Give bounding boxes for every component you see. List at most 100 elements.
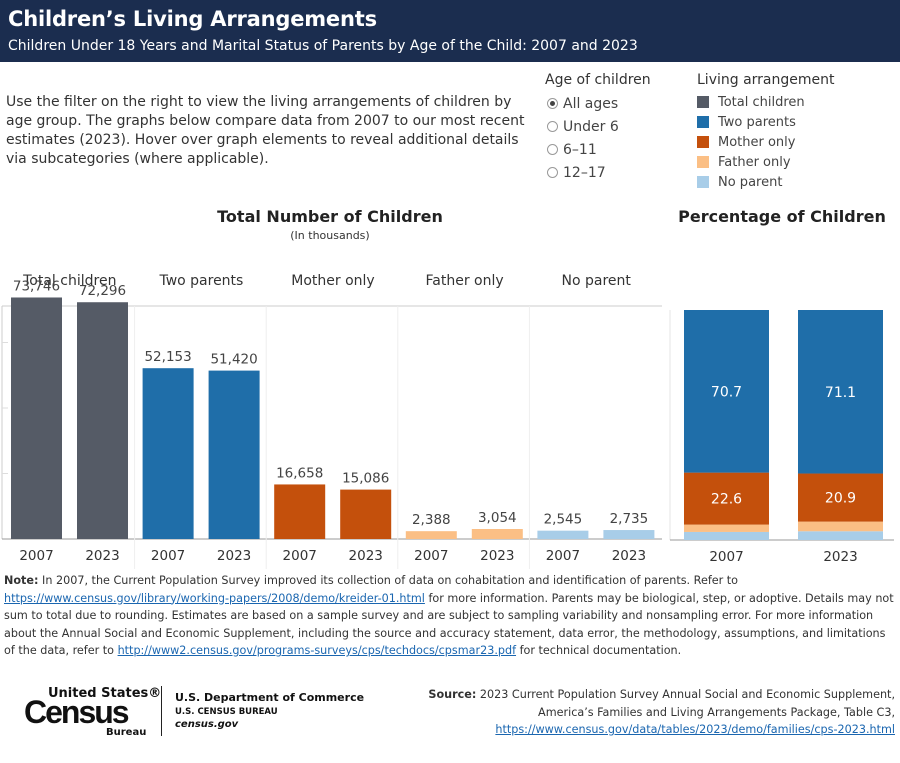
department-site: census.gov — [175, 719, 239, 730]
source-body: 2023 Current Population Survey Annual So… — [476, 688, 895, 719]
bar — [208, 370, 260, 539]
x-tick-label: 2023 — [823, 549, 857, 565]
legend-title: Living arrangement — [697, 72, 835, 88]
group-label: Total children — [22, 273, 116, 289]
note-label: Note: — [4, 574, 39, 587]
segment-value-label: 70.7 — [711, 384, 742, 400]
stacked-bar-segment — [684, 472, 769, 525]
note-text-3: for technical documentation. — [516, 644, 682, 657]
x-tick-label: 2007 — [151, 548, 185, 564]
intro-text: Use the filter on the right to view the … — [6, 94, 525, 167]
bar-value-label: 52,153 — [144, 349, 191, 365]
legend: Living arrangement Total children Two pa… — [697, 72, 897, 192]
segment-value-label: 20.9 — [825, 491, 856, 507]
stacked-bar-segment — [798, 310, 883, 474]
x-tick-label: 2023 — [612, 548, 646, 564]
age-option-label: 12–17 — [563, 164, 606, 181]
stacked-bar-segment — [684, 524, 769, 532]
x-tick-label: 2007 — [414, 548, 448, 564]
bar — [537, 530, 589, 539]
note-link-working-paper[interactable]: https://www.census.gov/library/working-p… — [4, 591, 425, 605]
x-tick-label: 2007 — [709, 549, 743, 565]
note-link-techdocs[interactable]: http://www2.census.gov/programs-surveys/… — [117, 644, 517, 657]
age-option-all[interactable]: All ages — [545, 92, 685, 115]
age-option-label: All ages — [563, 95, 619, 112]
bar-value-label: 16,658 — [276, 465, 323, 481]
logo-census: Census — [24, 694, 130, 730]
bar — [274, 484, 326, 539]
group-label: No parent — [562, 273, 632, 289]
radio-icon[interactable] — [547, 121, 558, 132]
bar — [77, 302, 128, 539]
note-text-2: for more information. Parents may be bio… — [4, 591, 894, 658]
age-option-label: Under 6 — [563, 118, 619, 135]
bar — [471, 528, 523, 539]
legend-label: No parent — [718, 174, 783, 190]
x-tick-label: 2007 — [283, 548, 317, 564]
group-label: Mother only — [291, 273, 374, 289]
pct-chart-title: Percentage of Children — [678, 207, 886, 226]
x-tick-label: 2023 — [349, 548, 383, 564]
logo-divider — [161, 686, 162, 736]
legend-swatch — [697, 136, 709, 148]
radio-selected-icon[interactable] — [547, 98, 558, 109]
age-option-under-6[interactable]: Under 6 — [545, 115, 685, 138]
bar-value-label: 2,545 — [544, 512, 583, 528]
legend-item-father-only[interactable]: Father only — [697, 152, 897, 172]
legend-swatch — [697, 96, 709, 108]
department-block: U.S. Department of Commerce U.S. CENSUS … — [175, 691, 364, 730]
x-tick-label: 2023 — [85, 548, 119, 564]
legend-item-total[interactable]: Total children — [697, 92, 897, 112]
department-name: U.S. Department of Commerce — [175, 691, 365, 704]
x-tick-label: 2007 — [546, 548, 580, 564]
bar — [405, 531, 457, 539]
radio-icon[interactable] — [547, 167, 558, 178]
legend-label: Mother only — [718, 134, 796, 150]
bar-value-label: 72,296 — [79, 283, 126, 299]
department-bureau: U.S. CENSUS BUREAU — [175, 707, 278, 717]
age-option-6-11[interactable]: 6–11 — [545, 138, 685, 161]
footnote: Note: In 2007, the Current Population Su… — [4, 572, 894, 660]
radio-icon[interactable] — [547, 144, 558, 155]
bar-value-label: 73,746 — [13, 278, 60, 294]
source-label: Source: — [428, 688, 477, 701]
group-label: Father only — [426, 273, 504, 289]
legend-label: Father only — [718, 154, 791, 170]
legend-item-two-parents[interactable]: Two parents — [697, 112, 897, 132]
logo-united-states: United States® — [48, 686, 162, 701]
stacked-bar-segment — [684, 531, 769, 540]
bar — [11, 297, 62, 539]
bar-value-label: 15,086 — [342, 471, 389, 487]
bar — [603, 530, 655, 539]
legend-swatch — [697, 116, 709, 128]
x-tick-label: 2007 — [19, 548, 53, 564]
bar-value-label: 2,388 — [412, 512, 451, 528]
legend-label: Total children — [718, 94, 805, 110]
age-filter: Age of children All ages Under 6 6–11 12… — [545, 72, 685, 184]
age-filter-title: Age of children — [545, 72, 651, 88]
logo-bureau: Bureau — [106, 727, 147, 738]
source-link[interactable]: https://www.census.gov/data/tables/2023/… — [495, 723, 895, 736]
bar-chart-title: Total Number of Children — [217, 207, 443, 226]
page-title: Children’s Living Arrangements — [8, 7, 377, 31]
stacked-bar-segment — [798, 531, 883, 540]
x-tick-label: 2023 — [217, 548, 251, 564]
bar-value-label: 51,420 — [210, 352, 257, 368]
age-option-label: 6–11 — [563, 141, 597, 158]
age-option-12-17[interactable]: 12–17 — [545, 161, 685, 184]
bar — [142, 368, 194, 539]
legend-item-mother-only[interactable]: Mother only — [697, 132, 897, 152]
source-text: Source: 2023 Current Population Survey A… — [415, 686, 895, 739]
page-subtitle: Children Under 18 Years and Marital Stat… — [8, 38, 638, 54]
legend-item-no-parent[interactable]: No parent — [697, 172, 897, 192]
legend-swatch — [697, 176, 709, 188]
group-label: Two parents — [158, 273, 243, 289]
percentage-chart: 22.6 70.7 2007 20.9 71.1 2023 — [669, 310, 894, 565]
header-banner: Children’s Living Arrangements Children … — [0, 0, 900, 62]
x-tick-label: 2023 — [480, 548, 514, 564]
legend-swatch — [697, 156, 709, 168]
bar-chart-subtitle: (In thousands) — [290, 229, 370, 242]
segment-value-label: 22.6 — [711, 492, 742, 508]
note-text-1: In 2007, the Current Population Survey i… — [38, 574, 739, 587]
